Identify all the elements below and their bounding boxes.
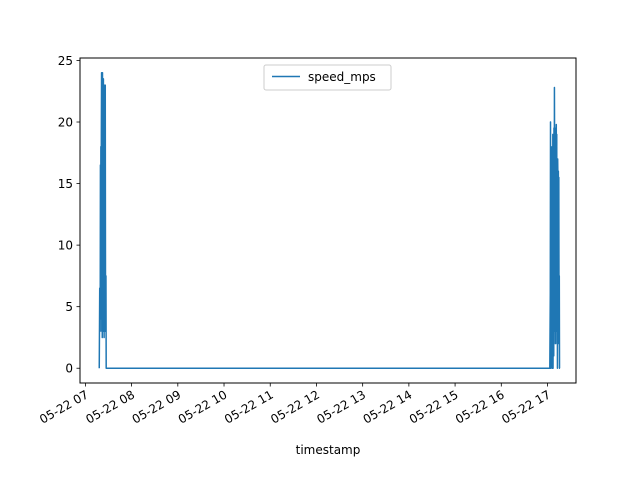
plot-frame <box>79 57 577 384</box>
y-axis: 0 5 10 15 20 25 <box>58 54 80 376</box>
x-tick-label: 05-22 16 <box>453 387 507 426</box>
y-tick-label: 25 <box>58 54 73 68</box>
x-tick-label: 05-22 10 <box>176 387 230 426</box>
y-tick-label: 20 <box>58 116 73 130</box>
x-tick-label: 05-22 12 <box>268 387 322 426</box>
x-tick-label: 05-22 11 <box>222 387 276 426</box>
plot-layer <box>98 72 561 369</box>
x-axis-label: timestamp <box>296 443 361 457</box>
y-tick-label: 10 <box>58 239 73 253</box>
y-tick-label: 5 <box>65 300 73 314</box>
legend: speed_mps <box>263 64 392 91</box>
x-tick-label: 05-22 07 <box>37 387 91 426</box>
legend-label-speed-mps: speed_mps <box>308 70 376 84</box>
legend-box <box>263 64 392 91</box>
x-tick-label: 05-22 08 <box>83 387 137 426</box>
y-tick-label: 0 <box>65 362 73 376</box>
x-tick-label: 05-22 09 <box>130 387 184 426</box>
y-tick-label: 15 <box>58 177 73 191</box>
x-tick-label: 05-22 13 <box>314 387 368 426</box>
x-tick-label: 05-22 15 <box>407 387 461 426</box>
x-tick-label: 05-22 17 <box>499 387 553 426</box>
series-line-speed-mps <box>98 72 561 369</box>
x-tick-label: 05-22 14 <box>361 387 415 426</box>
